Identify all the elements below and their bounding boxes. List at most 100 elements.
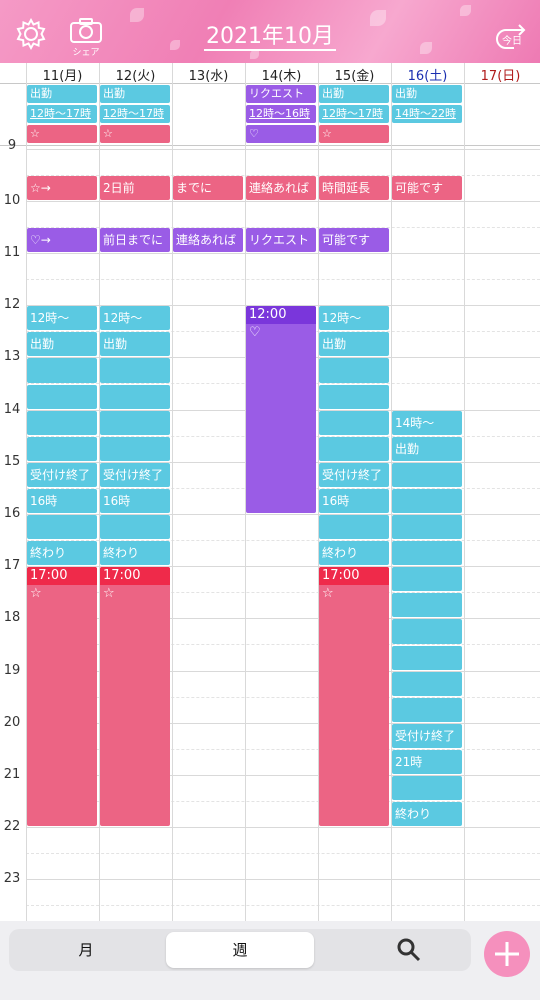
timed-event[interactable]: ☆→: [27, 176, 97, 200]
allday-event[interactable]: 12時〜17時: [27, 105, 97, 123]
timed-event[interactable]: [319, 515, 389, 539]
timed-event[interactable]: 16時: [319, 489, 389, 513]
timed-event[interactable]: 14時〜: [392, 411, 462, 435]
timed-event[interactable]: [392, 646, 462, 670]
timed-event[interactable]: 時間延長: [319, 176, 389, 200]
timed-event[interactable]: [100, 358, 170, 383]
petal-decoration: [170, 40, 180, 50]
app-header: シェア 2021年10月 今日: [0, 0, 540, 63]
day-header-6[interactable]: 17(日): [480, 69, 521, 84]
timed-event[interactable]: 出勤: [27, 332, 97, 356]
allday-event[interactable]: ☆: [100, 125, 170, 143]
week-view-tab[interactable]: 週: [166, 932, 314, 968]
today-button[interactable]: 今日: [494, 17, 528, 51]
allday-event[interactable]: ☆: [319, 125, 389, 143]
allday-event[interactable]: 出勤: [27, 85, 97, 103]
search-button[interactable]: [369, 932, 449, 968]
day-header-0[interactable]: 11(月): [42, 69, 83, 84]
block-event[interactable]: 17:00 ☆: [100, 567, 170, 826]
block-event[interactable]: 17:00 ☆: [319, 567, 389, 826]
day-header-1[interactable]: 12(火): [115, 69, 156, 84]
day-header-2[interactable]: 13(水): [188, 69, 229, 84]
timed-event[interactable]: [392, 776, 462, 800]
half-hour-line: [26, 644, 540, 645]
timed-event[interactable]: ♡→: [27, 228, 97, 252]
timed-event[interactable]: [392, 515, 462, 539]
timed-event[interactable]: 終わり: [319, 541, 389, 565]
allday-event[interactable]: ♡: [246, 125, 316, 143]
day-header-4[interactable]: 15(金): [334, 69, 375, 84]
timed-event[interactable]: リクエスト: [246, 228, 316, 252]
day-header-5[interactable]: 16(土): [407, 69, 448, 84]
allday-event[interactable]: 12時〜17時: [319, 105, 389, 123]
timed-event[interactable]: 12時〜: [319, 306, 389, 330]
timed-event[interactable]: [27, 358, 97, 383]
timed-event[interactable]: [27, 515, 97, 539]
timed-event[interactable]: 連絡あれば: [173, 228, 243, 252]
timed-event[interactable]: 12時〜: [27, 306, 97, 330]
add-event-button[interactable]: [484, 931, 530, 977]
timed-event[interactable]: 連絡あれば: [246, 176, 316, 200]
timed-event[interactable]: 出勤: [392, 437, 462, 461]
timed-event[interactable]: 前日までに: [100, 228, 170, 252]
timed-event[interactable]: 出勤: [319, 332, 389, 356]
timed-event[interactable]: 受付け終了: [27, 463, 97, 487]
allday-event[interactable]: 12時〜16時: [246, 105, 316, 123]
timed-event[interactable]: までに: [173, 176, 243, 200]
timed-event[interactable]: [392, 489, 462, 513]
timed-event[interactable]: [100, 411, 170, 435]
timed-event[interactable]: 受付け終了: [319, 463, 389, 487]
settings-gear-icon[interactable]: [14, 17, 48, 51]
month-title-text[interactable]: 2021年10月: [204, 24, 336, 51]
column-divider: [245, 63, 246, 921]
allday-event[interactable]: 14時〜22時: [392, 105, 462, 123]
hour-line: [26, 566, 540, 567]
timed-event[interactable]: [27, 411, 97, 435]
month-view-tab[interactable]: 月: [78, 941, 94, 959]
allday-event[interactable]: 出勤: [100, 85, 170, 103]
timed-event[interactable]: [392, 463, 462, 487]
column-divider: [99, 63, 100, 921]
timed-event[interactable]: 終わり: [392, 802, 462, 826]
timed-event[interactable]: [392, 619, 462, 644]
block-event[interactable]: 17:00 ☆: [27, 567, 97, 826]
month-title[interactable]: 2021年10月: [0, 18, 540, 51]
hour-label: 10: [3, 193, 21, 208]
timed-event[interactable]: [392, 541, 462, 565]
timed-event[interactable]: 終わり: [100, 541, 170, 565]
allday-event[interactable]: 出勤: [319, 85, 389, 103]
timed-event[interactable]: [392, 567, 462, 591]
timed-event[interactable]: 12時〜: [100, 306, 170, 330]
timed-event[interactable]: 2日前: [100, 176, 170, 200]
allday-event[interactable]: 出勤: [392, 85, 462, 103]
timed-event[interactable]: [27, 437, 97, 461]
timed-event[interactable]: [392, 698, 462, 722]
timed-event[interactable]: [319, 411, 389, 435]
timed-event[interactable]: [319, 358, 389, 383]
hour-label: 23: [3, 871, 21, 886]
timed-event[interactable]: 16時: [100, 489, 170, 513]
timed-event[interactable]: 出勤: [100, 332, 170, 356]
allday-event[interactable]: 12時〜17時: [100, 105, 170, 123]
timed-event[interactable]: [100, 385, 170, 409]
timed-event[interactable]: 終わり: [27, 541, 97, 565]
timed-event[interactable]: [100, 515, 170, 539]
allday-event[interactable]: リクエスト: [246, 85, 316, 103]
timed-event[interactable]: 21時: [392, 750, 462, 774]
block-event[interactable]: 12:00 ♡: [246, 306, 316, 513]
timed-event[interactable]: 受付け終了: [392, 724, 462, 748]
timed-event[interactable]: [392, 593, 462, 617]
timed-event[interactable]: 可能です: [392, 176, 462, 200]
timed-event[interactable]: [319, 437, 389, 461]
timed-event[interactable]: 16時: [27, 489, 97, 513]
timed-event[interactable]: [392, 672, 462, 696]
share-button[interactable]: シェア: [66, 16, 106, 58]
timed-event[interactable]: 受付け終了: [100, 463, 170, 487]
day-header-3[interactable]: 14(木): [261, 69, 302, 84]
allday-event[interactable]: ☆: [27, 125, 97, 143]
timed-event[interactable]: [100, 437, 170, 461]
timed-event[interactable]: [27, 385, 97, 409]
hour-label: 19: [3, 663, 21, 678]
timed-event[interactable]: 可能です: [319, 228, 389, 252]
timed-event[interactable]: [319, 385, 389, 409]
